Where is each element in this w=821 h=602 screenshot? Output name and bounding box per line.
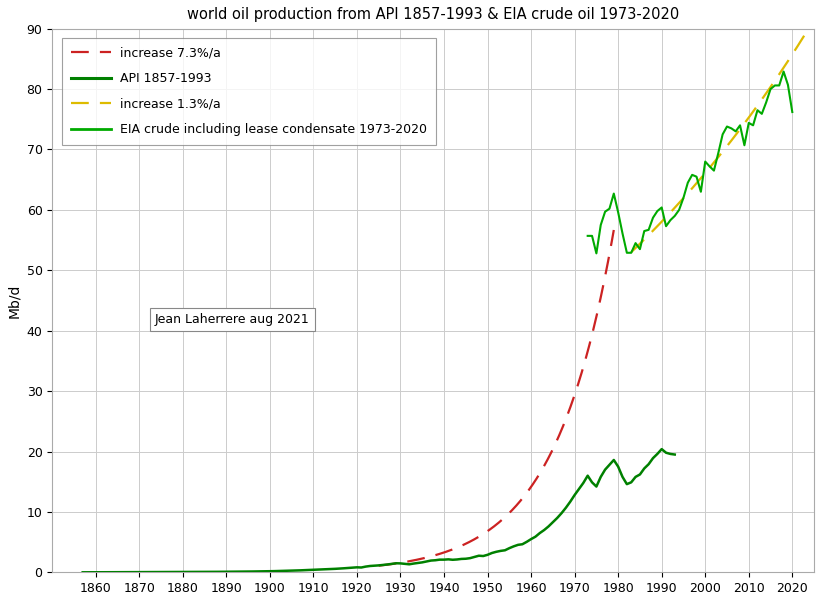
increase 1.3%/a	[727, 135, 737, 143]
increase 1.3%/a	[626, 249, 636, 256]
Y-axis label: Mb/d: Mb/d	[7, 284, 21, 318]
Legend: increase 7.3%/a, API 1857-1993, increase 1.3%/a, EIA crude including lease conde: increase 7.3%/a, API 1857-1993, increase…	[62, 38, 435, 144]
Line: increase 1.3%/a: increase 1.3%/a	[631, 13, 819, 252]
EIA crude including lease condensate 1973-2020	[766, 85, 776, 93]
EIA crude including lease condensate 1973-2020	[661, 223, 671, 230]
EIA crude including lease condensate 1973-2020	[691, 173, 701, 180]
API 1857-1993	[443, 556, 453, 563]
increase 1.3%/a	[814, 9, 821, 16]
increase 7.3%/a	[501, 513, 511, 520]
EIA crude including lease condensate 1973-2020	[770, 82, 780, 89]
EIA crude including lease condensate 1973-2020	[635, 246, 644, 253]
Line: API 1857-1993: API 1857-1993	[83, 449, 675, 573]
Line: EIA crude including lease condensate 1973-2020: EIA crude including lease condensate 197…	[588, 72, 792, 253]
EIA crude including lease condensate 1973-2020	[617, 230, 627, 237]
EIA crude including lease condensate 1973-2020	[700, 158, 710, 165]
EIA crude including lease condensate 1973-2020	[678, 194, 688, 202]
EIA crude including lease condensate 1973-2020	[744, 119, 754, 126]
increase 1.3%/a	[809, 16, 819, 23]
EIA crude including lease condensate 1973-2020	[753, 107, 763, 114]
EIA crude including lease condensate 1973-2020	[622, 249, 632, 256]
EIA crude including lease condensate 1973-2020	[748, 122, 758, 129]
EIA crude including lease condensate 1973-2020	[640, 228, 649, 235]
EIA crude including lease condensate 1973-2020	[600, 208, 610, 216]
increase 7.3%/a	[374, 562, 383, 569]
EIA crude including lease condensate 1973-2020	[604, 205, 614, 213]
Line: increase 7.3%/a: increase 7.3%/a	[378, 230, 614, 566]
EIA crude including lease condensate 1973-2020	[670, 213, 680, 220]
increase 1.3%/a	[715, 151, 725, 158]
API 1857-1993	[160, 568, 170, 576]
EIA crude including lease condensate 1973-2020	[666, 217, 676, 224]
EIA crude including lease condensate 1973-2020	[727, 125, 736, 132]
increase 7.3%/a	[514, 499, 524, 506]
EIA crude including lease condensate 1973-2020	[657, 204, 667, 211]
EIA crude including lease condensate 1973-2020	[587, 232, 597, 240]
EIA crude including lease condensate 1973-2020	[761, 99, 771, 106]
API 1857-1993	[78, 569, 88, 576]
EIA crude including lease condensate 1973-2020	[674, 206, 684, 214]
EIA crude including lease condensate 1973-2020	[704, 163, 714, 170]
increase 7.3%/a	[566, 400, 576, 408]
increase 7.3%/a	[485, 526, 495, 533]
API 1857-1993	[296, 566, 305, 574]
EIA crude including lease condensate 1973-2020	[735, 122, 745, 129]
EIA crude including lease condensate 1973-2020	[731, 128, 741, 135]
EIA crude including lease condensate 1973-2020	[713, 149, 723, 157]
EIA crude including lease condensate 1973-2020	[626, 249, 636, 256]
EIA crude including lease condensate 1973-2020	[774, 82, 784, 89]
EIA crude including lease condensate 1973-2020	[783, 81, 793, 88]
EIA crude including lease condensate 1973-2020	[596, 222, 606, 229]
API 1857-1993	[339, 565, 349, 572]
EIA crude including lease condensate 1973-2020	[757, 110, 767, 117]
EIA crude including lease condensate 1973-2020	[613, 209, 623, 216]
EIA crude including lease condensate 1973-2020	[718, 131, 727, 138]
EIA crude including lease condensate 1973-2020	[609, 190, 619, 197]
EIA crude including lease condensate 1973-2020	[696, 188, 706, 196]
API 1857-1993	[282, 567, 292, 574]
EIA crude including lease condensate 1973-2020	[778, 68, 788, 75]
EIA crude including lease condensate 1973-2020	[787, 108, 797, 116]
EIA crude including lease condensate 1973-2020	[648, 214, 658, 222]
increase 1.3%/a	[738, 122, 748, 129]
EIA crude including lease condensate 1973-2020	[591, 250, 601, 257]
Title: world oil production from API 1857-1993 & EIA crude oil 1973-2020: world oil production from API 1857-1993 …	[187, 7, 679, 22]
increase 1.3%/a	[780, 63, 790, 70]
EIA crude including lease condensate 1973-2020	[583, 232, 593, 240]
increase 7.3%/a	[603, 257, 613, 264]
API 1857-1993	[534, 529, 544, 536]
API 1857-1993	[657, 445, 667, 453]
increase 7.3%/a	[609, 226, 619, 234]
EIA crude including lease condensate 1973-2020	[687, 171, 697, 178]
EIA crude including lease condensate 1973-2020	[631, 240, 640, 247]
Text: Jean Laherrere aug 2021: Jean Laherrere aug 2021	[155, 313, 310, 326]
EIA crude including lease condensate 1973-2020	[644, 226, 654, 234]
EIA crude including lease condensate 1973-2020	[683, 179, 693, 186]
API 1857-1993	[670, 451, 680, 458]
EIA crude including lease condensate 1973-2020	[722, 123, 732, 130]
increase 7.3%/a	[487, 524, 497, 532]
EIA crude including lease condensate 1973-2020	[740, 141, 750, 149]
increase 1.3%/a	[716, 150, 726, 157]
EIA crude including lease condensate 1973-2020	[653, 208, 663, 215]
EIA crude including lease condensate 1973-2020	[709, 167, 719, 174]
